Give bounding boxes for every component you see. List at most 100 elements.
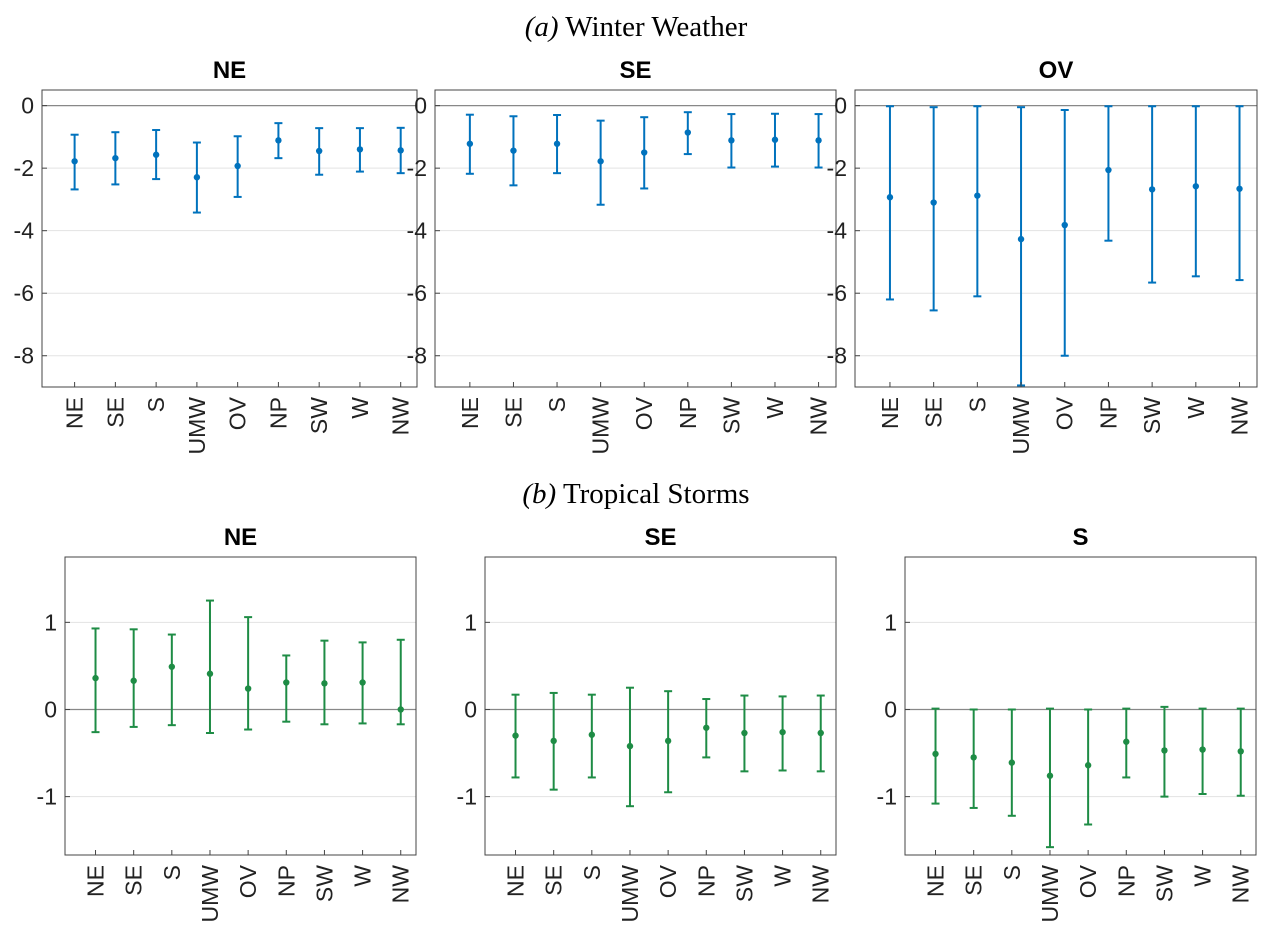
y-tick-label: 0: [21, 93, 34, 119]
x-tick-label: NE: [503, 865, 529, 897]
y-tick-label: 0: [44, 696, 57, 722]
data-point: [510, 147, 517, 154]
axes-box: [41, 89, 418, 388]
y-tick-label: 0: [414, 93, 427, 119]
data-point: [244, 685, 252, 692]
x-tick-label: UMW: [617, 865, 643, 923]
data-point: [168, 663, 176, 670]
data-point: [321, 680, 328, 687]
x-tick-label: W: [1183, 397, 1209, 419]
subplot-title: SE: [619, 57, 651, 84]
subplot-title: NE: [224, 524, 257, 551]
y-tick-label: 0: [884, 696, 897, 722]
y-tick-label: -1: [877, 784, 897, 810]
data-point: [1105, 166, 1112, 174]
x-tick-label: SE: [500, 397, 526, 428]
axes-box: [64, 556, 417, 856]
data-point: [1148, 186, 1156, 193]
x-tick-label: SE: [541, 865, 567, 896]
data-point: [206, 670, 214, 677]
subplot-4: 1 0 -1 NE NE SE S UMW OV NP SW W NW: [37, 524, 417, 923]
data-point: [92, 674, 99, 682]
x-tick-label: SE: [121, 865, 147, 896]
panel-b-title: (b) Tropical Storms: [522, 478, 749, 510]
subplot-3: 0 -2 -4 -6 -8 OV NE SE S UMW OV NP SW W NW: [827, 57, 1258, 455]
x-tick-label: SW: [1139, 397, 1165, 434]
y-tick-label: -8: [14, 343, 34, 369]
panel-a-title: (a) Winter Weather: [525, 11, 748, 43]
x-tick-label: NE: [923, 865, 949, 897]
x-tick-label: OV: [631, 396, 657, 430]
x-tick-label: W: [762, 397, 788, 419]
data-point: [641, 149, 648, 156]
y-tick-label: 1: [464, 609, 477, 635]
x-tick-label: NW: [1227, 397, 1253, 436]
x-tick-label: OV: [235, 864, 261, 898]
y-tick-label: -4: [407, 218, 428, 244]
data-point: [974, 192, 981, 199]
data-point: [728, 137, 735, 144]
data-point: [779, 728, 786, 736]
subplot-title: NE: [213, 57, 246, 84]
x-tick-label: UMW: [197, 865, 223, 923]
x-tick-label: S: [143, 397, 169, 412]
data-point: [771, 136, 779, 143]
y-tick-label: -8: [407, 343, 427, 369]
data-point: [112, 154, 119, 162]
data-point: [1061, 221, 1068, 229]
x-tick-label: SW: [306, 397, 332, 434]
data-point: [1017, 235, 1025, 243]
y-tick-label: -2: [14, 155, 34, 181]
data-point: [1046, 772, 1054, 779]
data-point: [130, 677, 137, 684]
data-point: [466, 140, 474, 147]
x-tick-label: NW: [388, 865, 414, 904]
x-tick-label: NP: [693, 865, 719, 897]
data-point: [283, 679, 290, 686]
data-point: [315, 147, 323, 155]
y-tick-label: -6: [407, 280, 427, 306]
x-tick-label: NE: [62, 397, 88, 429]
x-tick-label: NP: [273, 865, 299, 897]
x-tick-label: NW: [1228, 865, 1254, 904]
x-tick-label: S: [964, 397, 990, 412]
data-point: [932, 750, 939, 758]
x-tick-label: S: [159, 865, 185, 880]
x-tick-label: SW: [311, 865, 337, 902]
x-tick-label: NW: [806, 397, 832, 436]
subplot-title: S: [1072, 524, 1088, 551]
data-point: [359, 679, 366, 686]
x-tick-label: NE: [83, 865, 109, 897]
y-tick-label: -2: [827, 155, 847, 181]
x-tick-label: S: [544, 397, 570, 412]
data-point: [1199, 746, 1206, 753]
y-tick-label: -8: [827, 343, 847, 369]
data-point: [684, 129, 692, 136]
axes-box: [484, 556, 837, 856]
x-tick-label: S: [579, 865, 605, 880]
x-tick-label: UMW: [1008, 397, 1034, 455]
x-tick-label: SW: [718, 397, 744, 434]
data-point: [588, 731, 596, 738]
x-tick-label: NE: [877, 397, 903, 429]
x-tick-label: SE: [102, 397, 128, 428]
axes-box: [904, 556, 1257, 856]
x-tick-label: OV: [225, 396, 251, 430]
data-point: [152, 151, 160, 158]
data-point: [930, 199, 937, 206]
data-point: [1237, 748, 1244, 755]
x-tick-label: NP: [675, 397, 701, 429]
x-tick-label: W: [350, 865, 376, 887]
data-point: [356, 146, 364, 153]
x-tick-label: NP: [1113, 865, 1139, 897]
x-tick-label: NP: [1095, 397, 1121, 429]
data-point: [703, 724, 710, 731]
subplot-title: OV: [1039, 57, 1074, 84]
data-point: [397, 706, 404, 713]
y-tick-label: 1: [884, 609, 897, 635]
data-point: [970, 754, 977, 761]
data-point: [550, 737, 557, 745]
subplot-2: 0 -2 -4 -6 -8 SE NE SE S UMW OV NP SW W NW: [407, 57, 837, 454]
x-tick-label: SW: [731, 865, 757, 902]
